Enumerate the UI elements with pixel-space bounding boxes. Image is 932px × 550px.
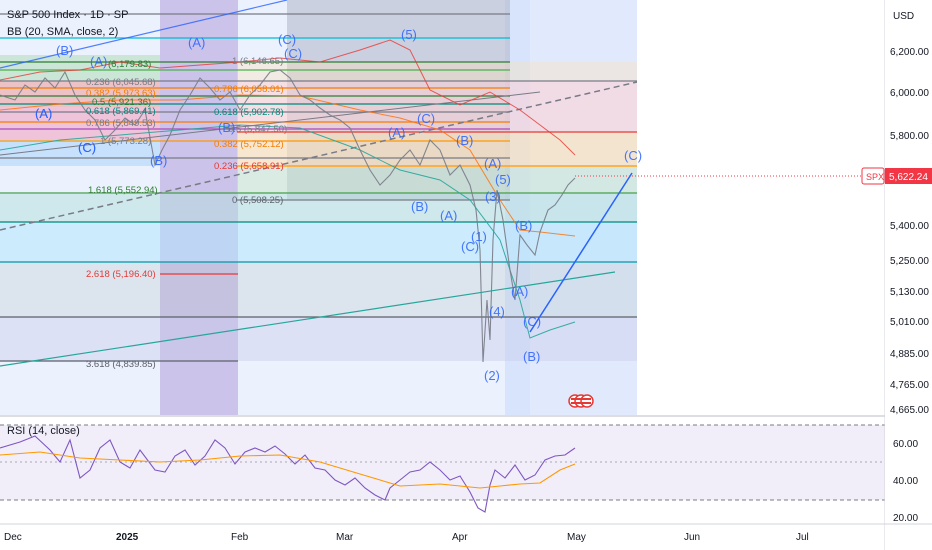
- svg-text:3.618 (4,839.85): 3.618 (4,839.85): [86, 359, 156, 370]
- main-pane[interactable]: (B) (A) (C) (A) (B) (C) (A) (C) (5) (B) …: [0, 0, 885, 415]
- svg-text:0.5 (5,921.36): 0.5 (5,921.36): [92, 97, 151, 108]
- rsi-indicator-label: RSI (14, close): [7, 425, 80, 437]
- svg-text:(A): (A): [35, 106, 52, 121]
- svg-text:1.618 (5,552.94): 1.618 (5,552.94): [88, 185, 158, 196]
- us-flag-event-icon[interactable]: [568, 394, 594, 408]
- svg-text:0.382 (5,752.12): 0.382 (5,752.12): [214, 139, 284, 150]
- svg-text:(C): (C): [278, 32, 296, 47]
- svg-text:(5): (5): [495, 172, 511, 187]
- svg-text:Feb: Feb: [231, 532, 249, 543]
- svg-text:5,010.00: 5,010.00: [890, 317, 929, 328]
- svg-text:(A): (A): [35, 106, 52, 121]
- svg-text:(2): (2): [484, 368, 500, 383]
- svg-text:(C): (C): [78, 140, 96, 155]
- svg-text:(A): (A): [511, 284, 528, 299]
- svg-text:SPX: SPX: [866, 172, 884, 182]
- svg-text:Apr: Apr: [452, 532, 468, 543]
- svg-text:(5): (5): [401, 27, 417, 42]
- price-axis[interactable]: USD 6,200.00 6,000.00 5,800.00 5,400.00 …: [885, 0, 932, 550]
- svg-text:6,200.00: 6,200.00: [890, 47, 929, 58]
- svg-text:(A): (A): [188, 35, 205, 50]
- svg-text:Mar: Mar: [336, 532, 354, 543]
- svg-text:1 (6,146.65): 1 (6,146.65): [232, 56, 283, 67]
- svg-text:40.00: 40.00: [893, 476, 918, 487]
- svg-text:(C): (C): [284, 46, 302, 61]
- svg-text:0 (5,508.25): 0 (5,508.25): [232, 195, 283, 206]
- svg-text:4,665.00: 4,665.00: [890, 405, 929, 416]
- svg-text:(A): (A): [484, 156, 501, 171]
- svg-text:5,250.00: 5,250.00: [890, 256, 929, 267]
- svg-text:(3): (3): [485, 189, 501, 204]
- svg-text:5,622.24: 5,622.24: [889, 172, 928, 183]
- svg-text:(B): (B): [56, 43, 73, 58]
- svg-text:0.786 (5,849.53): 0.786 (5,849.53): [86, 118, 156, 129]
- svg-text:60.00: 60.00: [893, 439, 918, 450]
- svg-text:5,800.00: 5,800.00: [890, 131, 929, 142]
- svg-text:(B): (B): [218, 120, 235, 135]
- svg-text:(B): (B): [515, 218, 532, 233]
- svg-text:(C): (C): [523, 314, 541, 329]
- svg-text:0.786 (6,058.01): 0.786 (6,058.01): [214, 84, 284, 95]
- symbol-title: S&P 500 Index · 1D · SP: [7, 9, 128, 21]
- svg-text:(C): (C): [624, 148, 642, 163]
- svg-text:2.618 (5,196.40): 2.618 (5,196.40): [86, 269, 156, 280]
- svg-text:0.236 (6,045.68): 0.236 (6,045.68): [86, 77, 156, 88]
- time-axis[interactable]: Dec 2025 Feb Mar Apr May Jun Jul: [4, 532, 809, 543]
- svg-text:Jul: Jul: [796, 532, 809, 543]
- svg-text:(C): (C): [78, 140, 96, 155]
- svg-text:1 (5,773.28): 1 (5,773.28): [100, 136, 151, 147]
- chart-legend: S&P 500 Index · 1D · SP BB (20, SMA, clo…: [7, 9, 128, 38]
- last-price-badge: SPX 5,622.24: [861, 167, 932, 185]
- elliott-wave-labels: (B) (A) (C) (A) (B) (C) (A) (C) (5) (B) …: [35, 27, 642, 383]
- svg-text:May: May: [567, 532, 586, 543]
- svg-text:4,765.00: 4,765.00: [890, 380, 929, 391]
- svg-text:(B): (B): [523, 349, 540, 364]
- svg-text:(B): (B): [150, 153, 167, 168]
- svg-text:0.618 (5,902.78): 0.618 (5,902.78): [214, 107, 284, 118]
- bollinger-indicator-label: BB (20, SMA, close, 2): [7, 26, 118, 38]
- svg-text:0.618 (5,869.41): 0.618 (5,869.41): [86, 106, 156, 117]
- svg-text:0.236 (5,658.91): 0.236 (5,658.91): [214, 161, 284, 172]
- svg-text:(1): (1): [471, 229, 487, 244]
- svg-text:Dec: Dec: [4, 532, 22, 543]
- svg-text:(C): (C): [461, 239, 479, 254]
- currency-label: USD: [893, 11, 914, 22]
- svg-text:0.5 (5,847.50): 0.5 (5,847.50): [228, 124, 287, 135]
- svg-text:20.00: 20.00: [893, 513, 918, 524]
- svg-text:2025: 2025: [116, 532, 139, 543]
- svg-text:(A): (A): [90, 54, 107, 69]
- svg-text:(4): (4): [489, 304, 505, 319]
- svg-text:0.382 (5,973.63): 0.382 (5,973.63): [86, 88, 156, 99]
- svg-text:(A): (A): [440, 208, 457, 223]
- svg-text:5,130.00: 5,130.00: [890, 287, 929, 298]
- svg-text:4,885.00: 4,885.00: [890, 349, 929, 360]
- svg-text:(A): (A): [388, 125, 405, 140]
- svg-text:6,000.00: 6,000.00: [890, 88, 929, 99]
- svg-text:5,400.00: 5,400.00: [890, 221, 929, 232]
- svg-text:(B): (B): [411, 199, 428, 214]
- svg-text:(C): (C): [417, 111, 435, 126]
- rsi-pane[interactable]: [0, 424, 885, 513]
- fibonacci-labels: (6,179.83) 0.236 (6,045.68) 0.382 (5,973…: [86, 56, 287, 370]
- svg-text:(6,179.83): (6,179.83): [108, 59, 151, 70]
- svg-text:(B): (B): [456, 133, 473, 148]
- svg-text:Jun: Jun: [684, 532, 700, 543]
